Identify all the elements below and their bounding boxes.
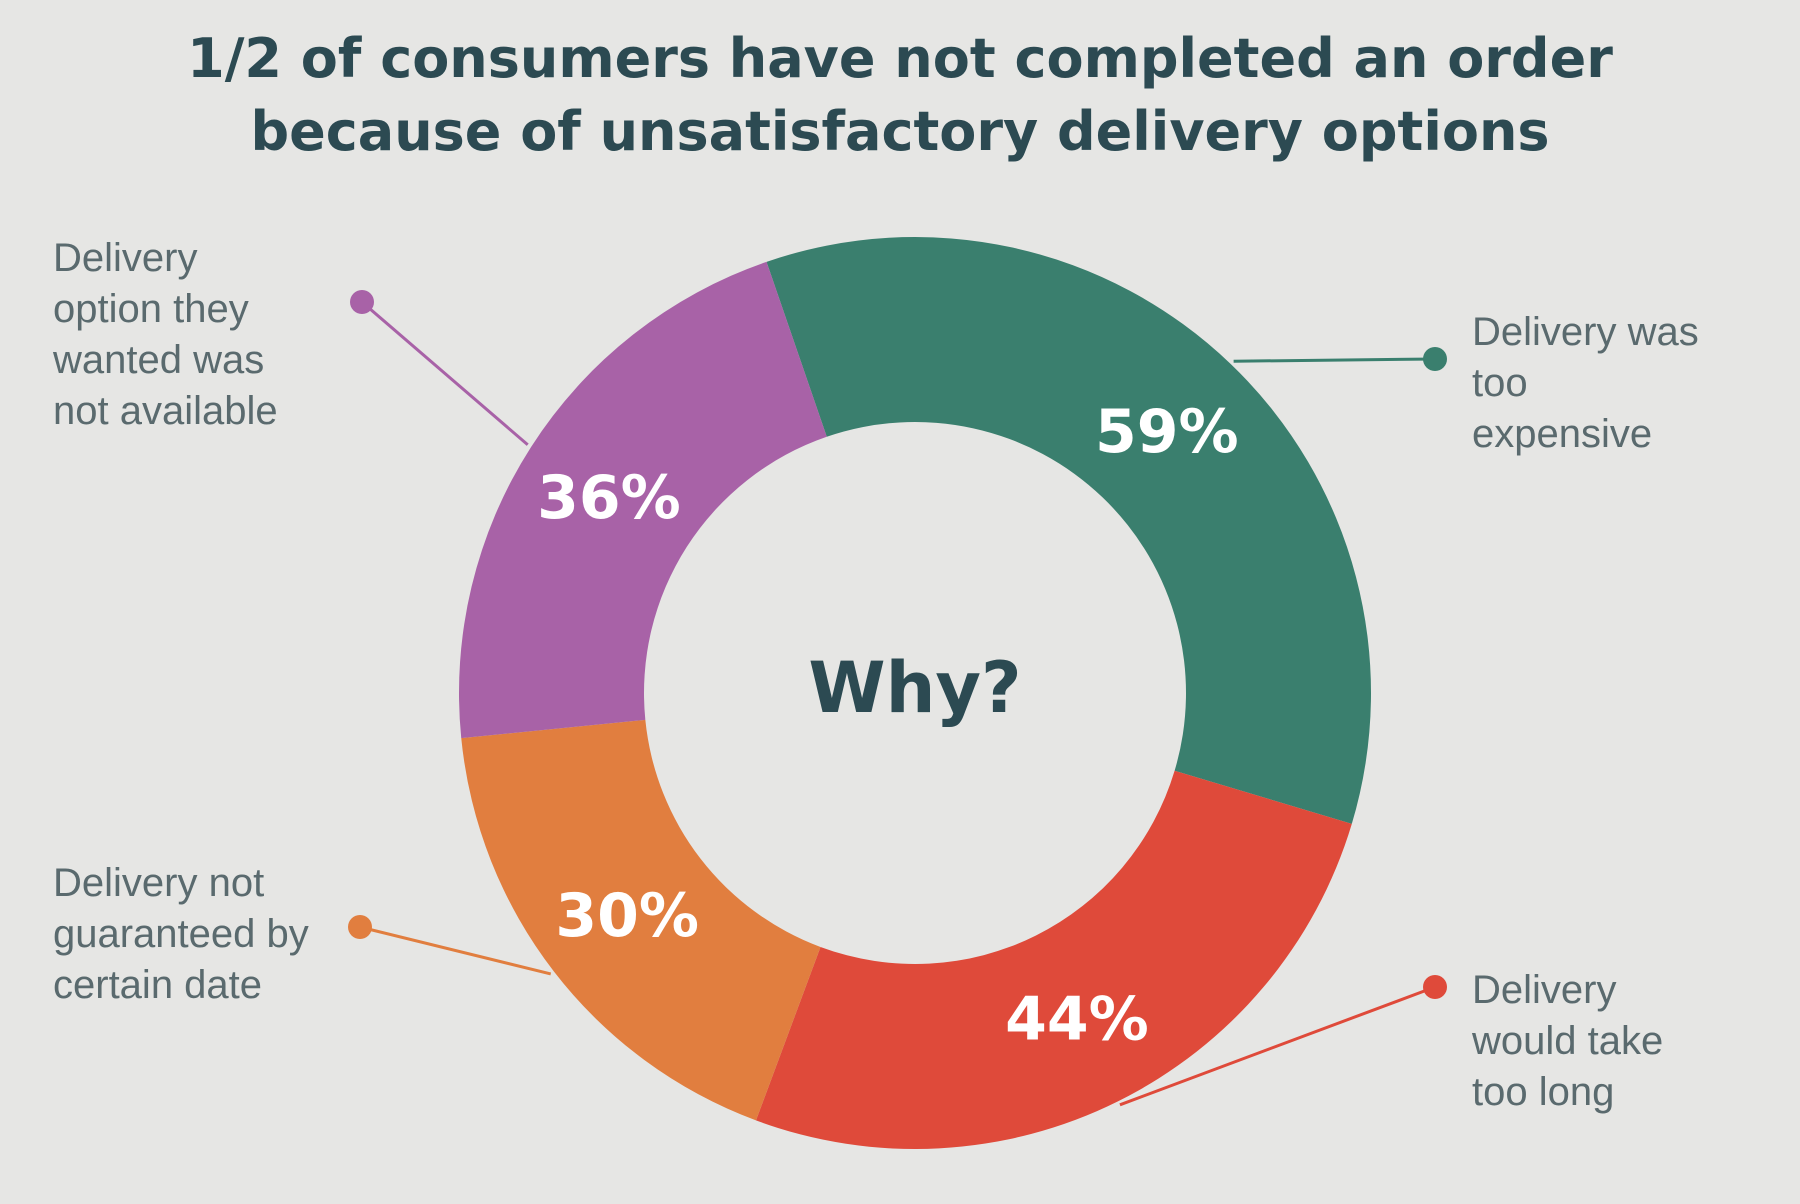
chart-title-line-2: because of unsatisfactory delivery optio… [250,100,1550,163]
leader-dot-not-available [350,290,374,314]
leader-dot-too-expensive [1423,347,1447,371]
donut-slice-not-available [459,261,827,739]
callout-label-too-long: Delivery would take too long [1472,968,1664,1114]
chart-title-line-1: 1/2 of consumers have not completed an o… [187,27,1613,90]
percent-label-too-long: 44% [1005,984,1149,1054]
callout-label-not-guaranteed: Delivery not guaranteed by certain date [53,861,309,1007]
leader-line-too-long [1119,985,1436,1107]
callout-label-too-expensive: Delivery was too expensive [1472,310,1699,456]
donut-center-label: Why? [808,647,1021,729]
donut-slice-too-expensive [766,236,1371,824]
leader-line-not-guaranteed [359,925,552,976]
leader-line-too-expensive [1233,357,1436,363]
donut-slices [459,236,1371,1149]
percent-label-not-guaranteed: 30% [555,881,699,951]
donut-slice-not-guaranteed [461,719,821,1121]
callout-label-not-available: Delivery option they wanted was not avai… [53,236,278,433]
percent-labels: 59% 44% 30% 36% [537,397,1238,1055]
leader-dot-not-guaranteed [348,915,372,939]
percent-label-not-available: 36% [537,463,681,533]
percent-label-too-expensive: 59% [1095,397,1239,467]
leader-lines [348,290,1447,1107]
donut-slice-too-long [755,770,1352,1149]
chart-title: 1/2 of consumers have not completed an o… [0,22,1800,168]
leader-line-not-available [361,300,529,446]
leader-dot-too-long [1423,975,1447,999]
